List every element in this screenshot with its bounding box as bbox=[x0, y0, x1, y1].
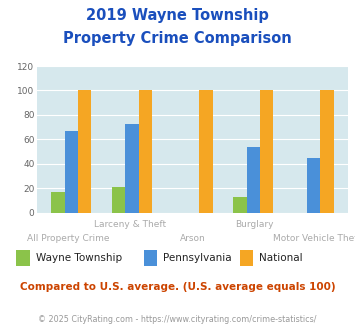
Bar bbox=[51, 192, 65, 213]
Text: Wayne Township: Wayne Township bbox=[36, 253, 122, 263]
Text: Motor Vehicle Theft: Motor Vehicle Theft bbox=[273, 234, 355, 243]
Bar bbox=[321, 90, 334, 213]
Bar bbox=[260, 90, 273, 213]
Text: Larceny & Theft: Larceny & Theft bbox=[94, 220, 166, 229]
Bar bbox=[125, 123, 139, 213]
Bar bbox=[139, 90, 152, 213]
Text: All Property Crime: All Property Crime bbox=[27, 234, 110, 243]
Bar bbox=[65, 131, 78, 213]
Text: Compared to U.S. average. (U.S. average equals 100): Compared to U.S. average. (U.S. average … bbox=[20, 282, 335, 292]
Bar bbox=[112, 187, 125, 213]
Bar bbox=[199, 90, 213, 213]
Text: Pennsylvania: Pennsylvania bbox=[163, 253, 232, 263]
Text: National: National bbox=[259, 253, 303, 263]
Bar bbox=[78, 90, 91, 213]
Text: Arson: Arson bbox=[180, 234, 206, 243]
Text: Burglary: Burglary bbox=[235, 220, 274, 229]
Text: Property Crime Comparison: Property Crime Comparison bbox=[63, 31, 292, 46]
Bar bbox=[233, 197, 246, 213]
Text: 2019 Wayne Township: 2019 Wayne Township bbox=[86, 8, 269, 23]
Bar bbox=[246, 147, 260, 213]
Text: © 2025 CityRating.com - https://www.cityrating.com/crime-statistics/: © 2025 CityRating.com - https://www.city… bbox=[38, 315, 317, 324]
Bar bbox=[307, 158, 321, 213]
